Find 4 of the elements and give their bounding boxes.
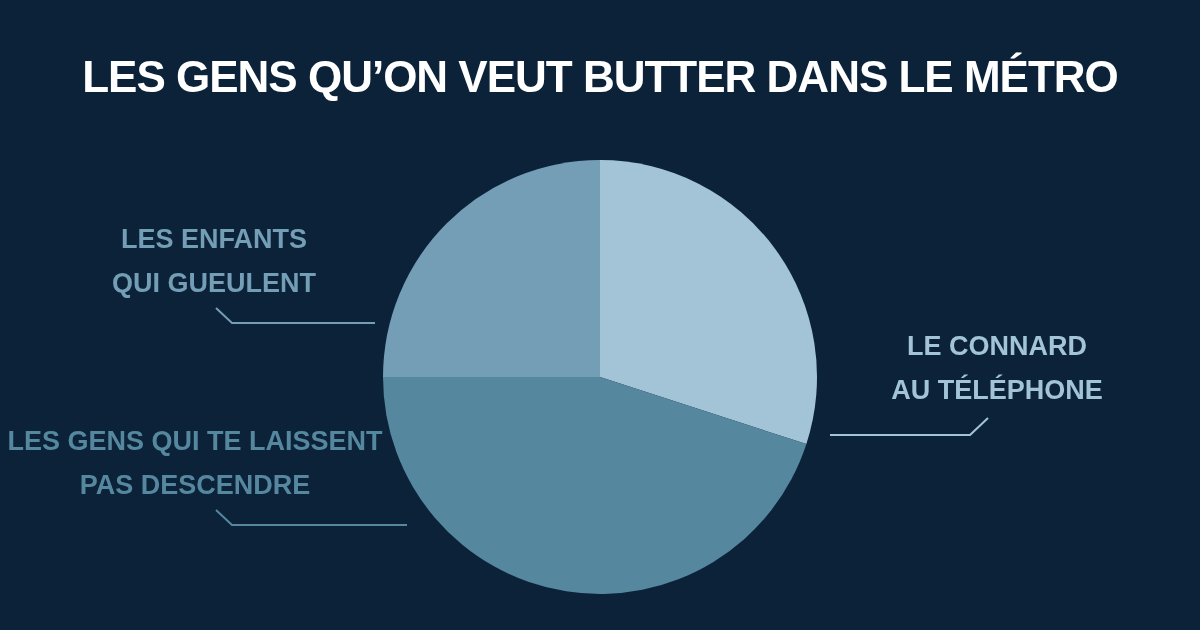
chart-title: LES GENS QU’ON VEUT BUTTER DANS LE MÉTRO (81, 52, 1119, 102)
slice-label: LE CONNARD AU TÉLÉPHONE (891, 331, 1103, 405)
slice-label: LES GENS QUI TE LAISSENT PAS DESCENDRE (7, 426, 384, 500)
slice-label: LES ENFANTS QUI GUEULENT (111, 224, 317, 298)
